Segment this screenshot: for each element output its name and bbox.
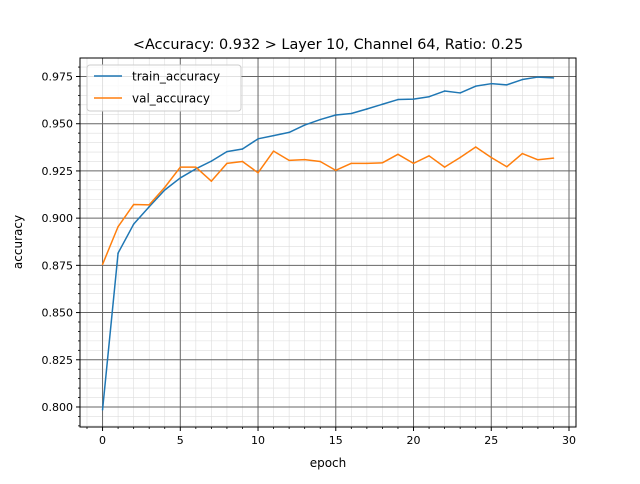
data-point-val-accuracy — [474, 146, 477, 148]
y-tick-label: 0.875 — [42, 259, 74, 272]
data-point-val-accuracy — [443, 166, 446, 168]
data-point-train-accuracy — [179, 177, 182, 179]
data-point-train-accuracy — [226, 150, 228, 153]
data-point-val-accuracy — [381, 162, 384, 164]
data-point-train-accuracy — [257, 138, 259, 140]
data-point-val-accuracy — [537, 159, 539, 161]
major-grid — [80, 58, 576, 427]
data-point-val-accuracy — [552, 157, 555, 159]
data-point-val-accuracy — [412, 162, 415, 165]
data-point-val-accuracy — [521, 152, 524, 155]
data-point-val-accuracy — [117, 225, 119, 228]
data-point-train-accuracy — [459, 92, 461, 94]
data-point-train-accuracy — [303, 124, 306, 126]
x-tick-label: 15 — [329, 434, 343, 447]
x-tick-label: 30 — [562, 434, 576, 447]
legend-label-val-accuracy: val_accuracy — [132, 92, 210, 106]
data-point-val-accuracy — [210, 180, 213, 182]
data-point-val-accuracy — [506, 166, 508, 168]
data-point-train-accuracy — [163, 189, 166, 191]
y-tick-label: 0.850 — [42, 307, 74, 320]
y-tick-label: 0.800 — [42, 401, 74, 414]
data-point-train-accuracy — [366, 108, 368, 110]
data-point-train-accuracy — [506, 84, 508, 86]
data-point-train-accuracy — [397, 98, 399, 101]
y-tick-label: 0.975 — [42, 71, 74, 84]
data-point-val-accuracy — [163, 186, 166, 189]
series-line-val-accuracy — [101, 146, 554, 265]
y-tick-label: 0.925 — [42, 165, 74, 178]
x-tick-label: 0 — [99, 434, 106, 447]
data-point-val-accuracy — [101, 263, 104, 266]
data-point-train-accuracy — [210, 160, 213, 162]
data-point-train-accuracy — [272, 134, 275, 137]
y-tick-label: 0.900 — [42, 212, 74, 225]
data-point-train-accuracy — [335, 114, 337, 116]
data-point-val-accuracy — [226, 162, 228, 165]
data-point-train-accuracy — [381, 103, 384, 106]
data-point-val-accuracy — [459, 156, 461, 159]
data-point-train-accuracy — [288, 131, 290, 134]
data-point-train-accuracy — [443, 90, 446, 92]
data-point-val-accuracy — [257, 172, 259, 174]
x-tick-label: 25 — [484, 434, 498, 447]
series-layer — [101, 76, 555, 411]
data-point-val-accuracy — [428, 155, 430, 157]
legend-label-train-accuracy: train_accuracy — [132, 70, 220, 84]
data-point-train-accuracy — [350, 112, 353, 115]
data-point-train-accuracy — [552, 77, 555, 79]
minor-grid — [80, 58, 576, 427]
data-point-val-accuracy — [179, 166, 182, 168]
data-point-train-accuracy — [148, 206, 150, 208]
data-point-train-accuracy — [521, 78, 524, 81]
data-point-val-accuracy — [195, 166, 197, 168]
data-point-train-accuracy — [412, 98, 415, 100]
data-point-train-accuracy — [490, 82, 493, 85]
x-tick-label: 10 — [251, 434, 265, 447]
legend-box — [86, 64, 242, 112]
x-tick-label: 5 — [177, 434, 184, 447]
data-point-val-accuracy — [397, 153, 399, 156]
data-point-train-accuracy — [132, 223, 135, 225]
data-point-val-accuracy — [319, 160, 321, 163]
data-point-train-accuracy — [537, 76, 539, 78]
x-axis-label: epoch — [310, 456, 347, 470]
data-point-val-accuracy — [490, 156, 493, 159]
data-point-val-accuracy — [132, 203, 135, 206]
data-point-val-accuracy — [366, 162, 368, 165]
data-point-train-accuracy — [474, 85, 477, 87]
data-point-train-accuracy — [241, 148, 244, 150]
data-point-val-accuracy — [350, 162, 353, 165]
data-point-train-accuracy — [428, 95, 430, 98]
plot-frame — [79, 57, 577, 428]
data-point-val-accuracy — [272, 150, 275, 152]
data-point-val-accuracy — [241, 160, 244, 163]
series-line-train-accuracy — [101, 76, 554, 410]
data-point-train-accuracy — [117, 252, 119, 254]
data-point-val-accuracy — [148, 204, 150, 206]
data-point-val-accuracy — [288, 159, 290, 162]
data-point-val-accuracy — [335, 169, 337, 172]
x-tick-label: 20 — [407, 434, 421, 447]
data-point-train-accuracy — [101, 409, 104, 411]
y-tick-label: 0.950 — [42, 118, 74, 131]
y-tick-label: 0.825 — [42, 354, 74, 367]
data-point-val-accuracy — [303, 158, 306, 161]
legend: train_accuracy val_accuracy — [86, 64, 242, 112]
y-axis-label: accuracy — [11, 215, 25, 269]
data-point-train-accuracy — [319, 118, 321, 121]
chart-title: <Accuracy: 0.932 > Layer 10, Channel 64,… — [133, 37, 523, 53]
x-axis-ticks: 0 5 10 15 20 25 30 — [86, 427, 576, 447]
y-axis-ticks: 0.800 0.825 0.850 0.875 0.900 0.925 0.950 0.975 — [42, 66, 80, 427]
